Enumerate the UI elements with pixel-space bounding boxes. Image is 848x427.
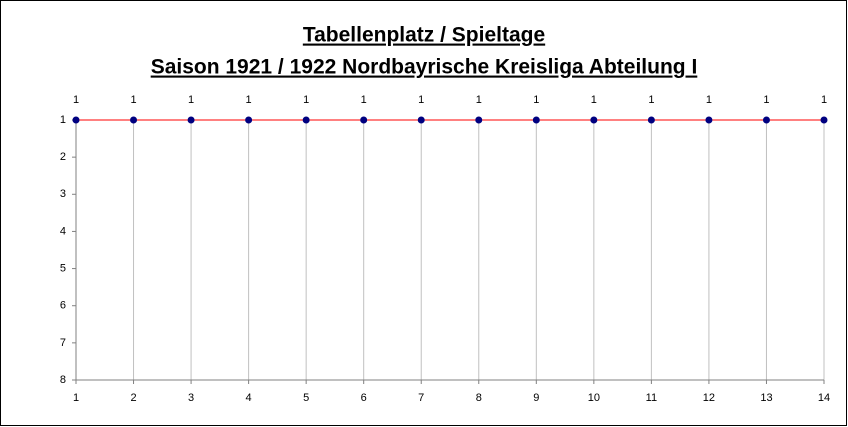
data-label: 1 [188, 94, 194, 106]
y-tick-label: 2 [60, 151, 66, 163]
chart-subtitle: Saison 1921 / 1922 Nordbayrische Kreisli… [151, 56, 698, 79]
data-label: 1 [821, 94, 827, 106]
data-label: 1 [591, 94, 597, 106]
y-tick-label: 3 [60, 188, 66, 200]
x-tick-label: 3 [188, 392, 194, 404]
marker [187, 116, 195, 124]
x-tick-label: 7 [418, 392, 424, 404]
x-tick-label: 6 [361, 392, 367, 404]
x-tick-label: 4 [246, 392, 252, 404]
marker [417, 116, 425, 124]
y-tick-label: 1 [60, 114, 66, 126]
chart-title: Tabellenplatz / Spieltage [303, 24, 545, 47]
y-tick-label: 7 [60, 337, 66, 349]
x-tick-label: 10 [588, 392, 600, 404]
x-tick-label: 2 [130, 392, 136, 404]
x-tick-label: 14 [818, 392, 830, 404]
data-label: 1 [476, 94, 482, 106]
data-label: 1 [303, 94, 309, 106]
marker [130, 116, 138, 124]
data-label: 1 [73, 94, 79, 106]
marker [820, 116, 828, 124]
data-label: 1 [246, 94, 252, 106]
marker [647, 116, 655, 124]
x-tick-label: 1 [73, 392, 79, 404]
y-tick-label: 5 [60, 262, 66, 274]
data-label: 1 [361, 94, 367, 106]
marker [360, 116, 368, 124]
data-label: 1 [763, 94, 769, 106]
x-tick-label: 13 [760, 392, 772, 404]
marker [72, 116, 80, 124]
marker [590, 116, 598, 124]
y-tick-label: 8 [60, 374, 66, 386]
y-tick-label: 4 [60, 225, 66, 237]
x-tick-label: 8 [476, 392, 482, 404]
marker [705, 116, 713, 124]
marker [245, 116, 253, 124]
y-tick-label: 6 [60, 300, 66, 312]
marker [302, 116, 310, 124]
marker [762, 116, 770, 124]
data-label: 1 [533, 94, 539, 106]
marker [532, 116, 540, 124]
data-label: 1 [130, 94, 136, 106]
x-tick-label: 12 [703, 392, 715, 404]
data-label: 1 [648, 94, 654, 106]
data-label: 1 [706, 94, 712, 106]
x-tick-label: 5 [303, 392, 309, 404]
x-tick-label: 11 [646, 392, 657, 404]
data-label: 1 [418, 94, 424, 106]
x-tick-label: 9 [533, 392, 539, 404]
marker [475, 116, 483, 124]
